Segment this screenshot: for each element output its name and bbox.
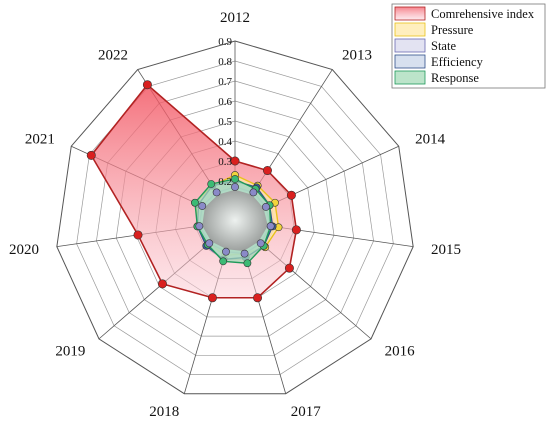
data-point (243, 259, 252, 268)
category-label: 2014 (415, 132, 446, 148)
legend-label: Efficiency (431, 55, 484, 69)
radial-tick-label: 0.3 (218, 156, 232, 168)
data-point (262, 202, 270, 211)
data-point (240, 249, 249, 258)
data-point (231, 183, 239, 191)
radial-tick-label: 0.2 (218, 176, 232, 188)
radial-tick-label: 0.6 (218, 96, 232, 108)
data-point (157, 279, 167, 289)
data-point (256, 239, 265, 248)
data-point (133, 230, 143, 240)
category-label: 2012 (220, 10, 250, 26)
data-point (195, 222, 204, 231)
radial-tick-label: 0.7 (218, 76, 232, 88)
legend: Comrehensive index Pressure State Efficienc… (391, 3, 546, 89)
series-comrehensive-index (86, 80, 301, 303)
grid-ring (56, 40, 414, 395)
category-label: 2018 (149, 404, 179, 420)
category-label: 2017 (291, 404, 322, 420)
data-point (205, 239, 214, 248)
data-point (284, 263, 294, 273)
radial-tick-label: 0.4 (218, 136, 232, 148)
radial-tick-label: 0.8 (218, 56, 232, 68)
legend-swatch (394, 70, 426, 85)
radial-axis: 0.2 0.3 0.4 0.5 0.6 0.7 0.8 0.9 (218, 36, 232, 188)
data-point (222, 247, 230, 256)
legend-swatch (394, 38, 426, 53)
data-point (291, 225, 301, 235)
radial-tick-label: 0.9 (218, 36, 232, 48)
legend-label: Comrehensive index (431, 7, 535, 21)
series-area (90, 83, 298, 299)
data-point (219, 257, 228, 266)
data-point (86, 150, 96, 160)
category-label: 2022 (98, 47, 128, 63)
data-point (230, 156, 240, 166)
series-layer (86, 80, 301, 303)
grid-ring (76, 60, 394, 375)
legend-label: State (431, 39, 456, 53)
category-label: 2016 (385, 344, 416, 360)
legend-label: Pressure (431, 23, 474, 37)
data-point (253, 293, 263, 303)
legend-swatch (394, 6, 426, 21)
data-point (212, 188, 221, 197)
legend-swatch (394, 22, 426, 37)
category-label: 2020 (9, 242, 39, 258)
legend-swatch (394, 54, 426, 69)
data-point (191, 198, 199, 207)
category-labels: 2012 2013 2014 2015 2016 2017 2018 2019 2020 2021… (9, 10, 461, 420)
data-point (266, 222, 275, 231)
category-label: 2019 (55, 344, 85, 360)
data-point (231, 175, 239, 183)
data-point (198, 202, 207, 210)
legend-label: Response (431, 71, 479, 85)
data-point (207, 180, 216, 188)
data-point (286, 190, 296, 200)
data-point (207, 293, 217, 303)
radial-tick-label: 0.5 (218, 116, 232, 128)
category-label: 2015 (431, 242, 461, 258)
data-point (142, 80, 152, 90)
category-label: 2021 (25, 132, 55, 148)
core-shading (202, 189, 268, 252)
data-point (262, 166, 272, 176)
category-label: 2013 (342, 47, 372, 63)
data-point (249, 188, 258, 197)
